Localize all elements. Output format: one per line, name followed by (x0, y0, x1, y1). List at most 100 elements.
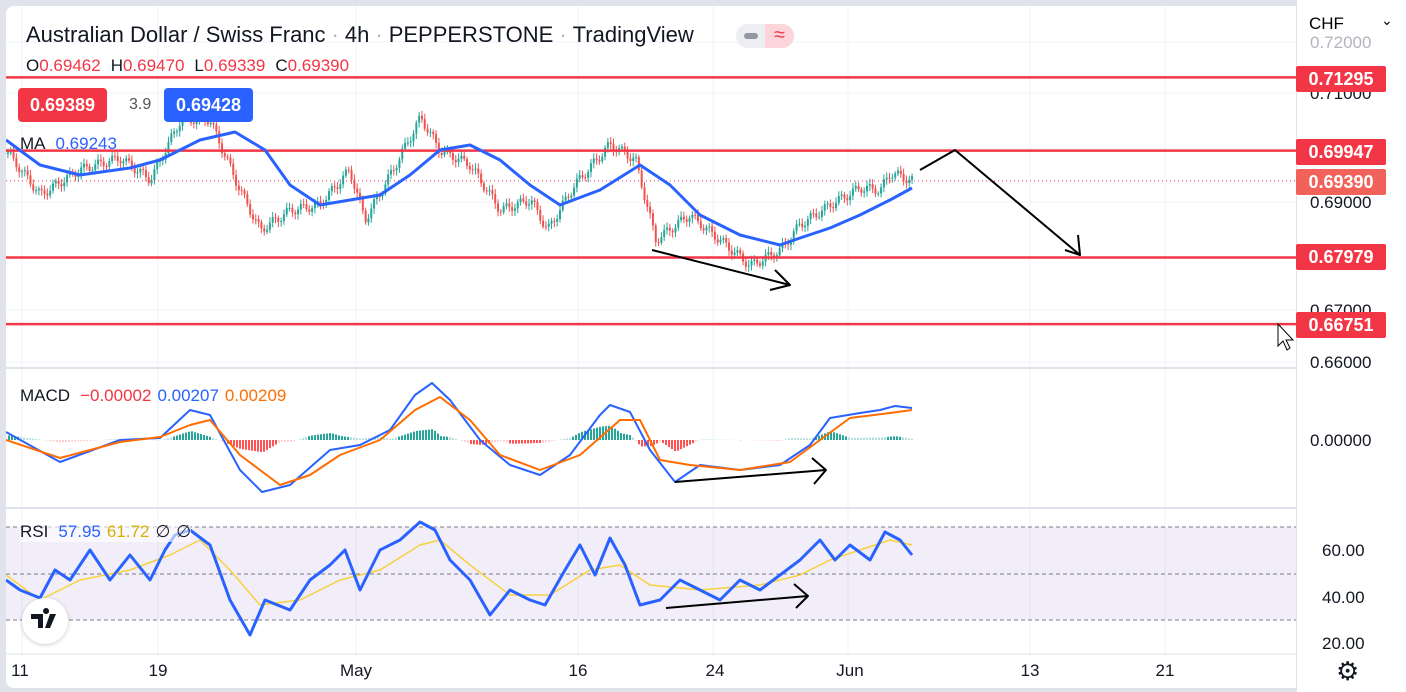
macd-histogram-bar (875, 437, 877, 440)
candle-body (392, 170, 395, 172)
macd-histogram-bar (407, 433, 409, 440)
candle-body (801, 223, 804, 228)
macd-histogram-bar (71, 440, 73, 442)
candle-body (860, 189, 863, 193)
candle-body (666, 227, 669, 230)
macd-histogram-bar (836, 433, 838, 440)
currency-selector[interactable]: CHF (1309, 14, 1344, 33)
market-status-toggle[interactable]: ≈ (736, 24, 794, 48)
macd-histogram-bar (881, 437, 883, 440)
ma-legend[interactable]: MA 0.69243 (20, 134, 117, 154)
tradingview-logo[interactable] (22, 598, 68, 644)
candle-body (753, 259, 756, 261)
candle-body (711, 226, 714, 232)
time-tick: 21 (1155, 661, 1175, 680)
macd-histogram-bar (320, 434, 322, 440)
candle-body (305, 204, 308, 210)
candle-body (373, 199, 376, 209)
macd-histogram-bar (335, 434, 337, 440)
macd-histogram-bar (20, 437, 22, 440)
candle-body (485, 190, 488, 192)
candle-body (263, 228, 266, 232)
price-axis[interactable]: CHF ⌄ (1296, 0, 1406, 692)
candle-body (519, 198, 522, 202)
macd-legend[interactable]: MACD −0.00002 0.00207 0.00209 (20, 386, 286, 406)
candle-body (384, 184, 387, 194)
macd-histogram-bar (902, 437, 904, 440)
chart-canvas[interactable] (6, 6, 1400, 688)
macd-histogram-bar (503, 440, 505, 442)
rsi-legend[interactable]: RSI 57.95 61.72 ∅ ∅ (20, 522, 192, 542)
candle-body (173, 131, 176, 134)
candle-body (119, 161, 122, 164)
chart-panel[interactable]: Australian Dollar / Swiss Franc · 4h · PEPPE… (6, 6, 1400, 688)
candle-body (899, 170, 902, 174)
candle-body (359, 192, 361, 199)
candle-body (888, 177, 891, 179)
candle-body (851, 188, 854, 196)
macd-histogram-bar (461, 440, 463, 441)
macd-histogram-bar (176, 435, 178, 440)
candle-body (136, 172, 139, 174)
candle-body (240, 190, 243, 192)
candle-body (108, 161, 111, 167)
macd-histogram-bar (185, 432, 187, 440)
settings-gear-icon[interactable]: ⚙ (1336, 656, 1360, 686)
macd-histogram-bar (254, 440, 256, 452)
candle-body (694, 214, 697, 216)
candle-body (144, 170, 147, 178)
candle-body (674, 227, 677, 233)
candle-body (840, 194, 843, 197)
candle-body (857, 185, 860, 190)
interval[interactable]: 4h (344, 22, 370, 47)
candle-body (389, 170, 392, 175)
candle-body (175, 131, 178, 133)
macd-histogram-bar (629, 434, 631, 440)
macd-histogram-bar (434, 430, 436, 440)
chevron-down-icon[interactable]: ⌄ (1381, 12, 1393, 28)
candle-body (85, 163, 88, 167)
candle-body (823, 204, 826, 211)
candle-body (629, 158, 632, 161)
price-divergence-arrowhead (769, 269, 791, 291)
candle-body (406, 142, 409, 144)
macd-histogram-bar (425, 429, 427, 440)
macd-histogram-bar (170, 437, 172, 440)
macd-histogram-bar (443, 436, 445, 440)
macd-histogram-bar (452, 437, 454, 440)
macd-histogram-bar (500, 440, 502, 441)
macd-histogram-bar (596, 427, 598, 440)
candle-body (474, 168, 477, 170)
candle-body (336, 187, 339, 189)
candle-body (395, 168, 398, 171)
macd-histogram-bar (110, 439, 112, 440)
macd-histogram-bar (38, 439, 40, 440)
candle-body (268, 222, 271, 230)
macd-histogram-bar (56, 440, 58, 442)
macd-histogram-bar (491, 440, 493, 443)
candle-body (218, 131, 221, 144)
macd-histogram-bar (524, 440, 526, 444)
separator: · (375, 22, 383, 47)
macd-histogram-bar (284, 440, 286, 442)
candle-body (677, 220, 680, 228)
candle-body (88, 166, 91, 171)
open-label: O (26, 56, 40, 75)
rsi-ma-value: 61.72 (106, 522, 150, 541)
candle-body (680, 216, 683, 221)
buy-button[interactable]: 0.69428 (164, 88, 254, 122)
candle-body (697, 214, 699, 222)
macd-histogram-bar (530, 440, 532, 444)
candle-body (908, 179, 911, 184)
candle-body (601, 156, 604, 162)
candle-body (237, 185, 240, 191)
macd-histogram-bar (680, 440, 682, 450)
candle-body (344, 169, 347, 176)
macd-histogram-bar (578, 433, 580, 440)
rsi-divergence-line (665, 595, 809, 609)
candle-body (12, 152, 15, 159)
sell-button[interactable]: 0.69389 (18, 88, 108, 122)
macd-histogram-bar (230, 440, 232, 445)
candle-body (468, 165, 471, 170)
macd-histogram-bar (323, 433, 325, 440)
